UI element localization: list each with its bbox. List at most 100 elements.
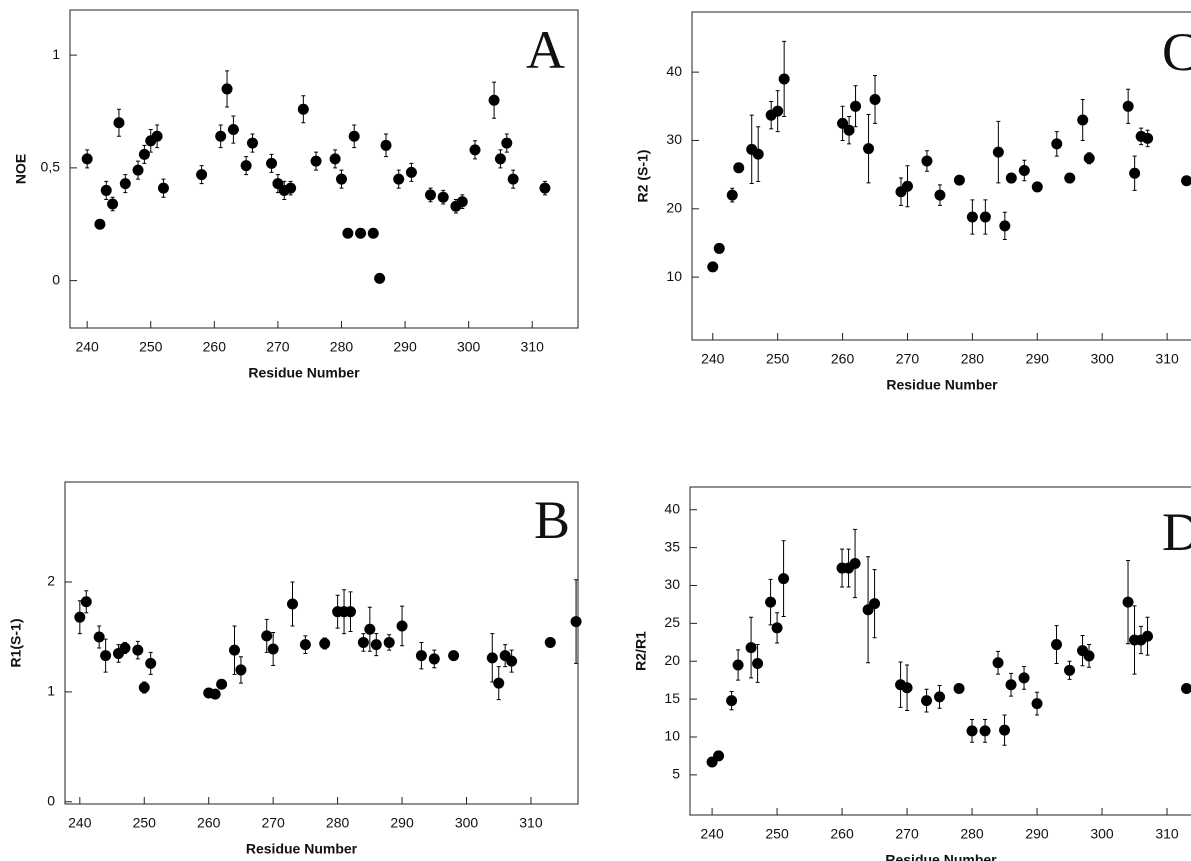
- data-point: [765, 596, 777, 608]
- data-point: [113, 117, 125, 129]
- data-point: [1077, 114, 1089, 126]
- data-point: [778, 573, 790, 585]
- x-tick-label: 300: [1091, 351, 1115, 367]
- data-point: [383, 636, 395, 648]
- data-point: [486, 652, 498, 664]
- x-axis-label: Residue Number: [885, 852, 997, 861]
- y-tick-label: 1: [52, 46, 60, 62]
- data-point: [544, 636, 556, 648]
- x-tick-label: 250: [765, 826, 789, 842]
- y-tick-label: 0: [47, 793, 55, 809]
- x-tick-label: 240: [701, 351, 725, 367]
- data-point: [286, 598, 298, 610]
- panel-letter: D: [1162, 502, 1191, 562]
- data-point: [999, 220, 1011, 232]
- x-tick-label: 240: [68, 815, 92, 831]
- y-axis-label: R2 (S-1): [635, 150, 651, 203]
- data-point: [966, 725, 978, 737]
- data-point: [374, 272, 386, 284]
- data-point: [74, 611, 86, 623]
- x-tick-label: 250: [139, 339, 163, 355]
- data-point: [752, 657, 764, 669]
- x-tick-label: 310: [1155, 351, 1179, 367]
- data-point: [370, 639, 382, 651]
- data-point: [707, 261, 719, 273]
- data-point: [732, 659, 744, 671]
- x-tick-label: 240: [75, 339, 99, 355]
- data-point: [246, 137, 258, 149]
- plot-frame: [691, 11, 1191, 341]
- data-point: [869, 598, 881, 610]
- data-point: [1122, 596, 1134, 608]
- data-point: [310, 155, 322, 167]
- data-point: [329, 153, 341, 165]
- data-point: [215, 130, 227, 142]
- x-axis-label: Residue Number: [248, 365, 360, 381]
- data-point: [196, 169, 208, 181]
- x-tick-label: 250: [766, 351, 790, 367]
- data-point: [299, 639, 311, 651]
- x-tick-label: 310: [1155, 826, 1179, 842]
- data-point: [357, 636, 369, 648]
- data-point: [261, 630, 273, 642]
- data-point: [240, 160, 252, 172]
- data-point: [319, 638, 331, 650]
- data-point: [979, 211, 991, 223]
- y-tick-label: 30: [666, 131, 682, 147]
- data-point: [992, 146, 1004, 158]
- x-tick-label: 300: [1090, 826, 1114, 842]
- x-tick-label: 270: [896, 351, 920, 367]
- data-point: [145, 657, 157, 669]
- x-tick-label: 270: [266, 339, 290, 355]
- data-point: [93, 631, 105, 643]
- data-point: [1051, 138, 1063, 150]
- y-tick-label: 25: [664, 614, 680, 630]
- data-point: [456, 196, 468, 208]
- data-point: [837, 117, 849, 129]
- y-tick-label: 30: [664, 576, 680, 592]
- data-point: [966, 211, 978, 223]
- data-point: [138, 682, 150, 694]
- data-point: [992, 657, 1004, 669]
- x-tick-label: 250: [133, 815, 157, 831]
- data-point: [469, 144, 481, 156]
- x-tick-label: 260: [203, 339, 227, 355]
- data-point: [901, 180, 913, 192]
- data-point: [267, 643, 279, 655]
- data-point: [999, 724, 1011, 736]
- y-tick-label: 2: [47, 573, 55, 589]
- data-point: [1031, 181, 1043, 193]
- data-point: [953, 174, 965, 186]
- x-tick-label: 260: [831, 351, 855, 367]
- data-point: [979, 725, 991, 737]
- data-point: [345, 606, 357, 618]
- x-tick-label: 290: [393, 339, 417, 355]
- data-point: [100, 650, 112, 662]
- data-point: [507, 173, 519, 185]
- y-axis-label: R1(S-1): [8, 618, 24, 667]
- x-tick-label: 270: [261, 815, 285, 831]
- x-tick-label: 240: [700, 826, 724, 842]
- data-point: [494, 153, 506, 165]
- data-point: [570, 616, 582, 628]
- data-point: [348, 130, 360, 142]
- y-axis-label: R2/R1: [633, 631, 649, 671]
- data-point: [1031, 698, 1043, 710]
- data-point: [367, 227, 379, 239]
- data-point: [393, 173, 405, 185]
- data-point: [285, 182, 297, 194]
- panel-letter: A: [526, 20, 565, 80]
- data-point: [1018, 165, 1030, 177]
- data-point: [501, 137, 513, 149]
- data-point: [107, 198, 119, 210]
- data-point: [921, 155, 933, 167]
- data-point: [297, 103, 309, 115]
- y-tick-label: 40: [664, 500, 680, 516]
- y-axis-label: NOE: [13, 154, 29, 184]
- data-point: [342, 227, 354, 239]
- x-axis-label: Residue Number: [886, 377, 998, 393]
- data-point: [726, 189, 738, 201]
- data-point: [869, 93, 881, 105]
- x-tick-label: 280: [960, 826, 984, 842]
